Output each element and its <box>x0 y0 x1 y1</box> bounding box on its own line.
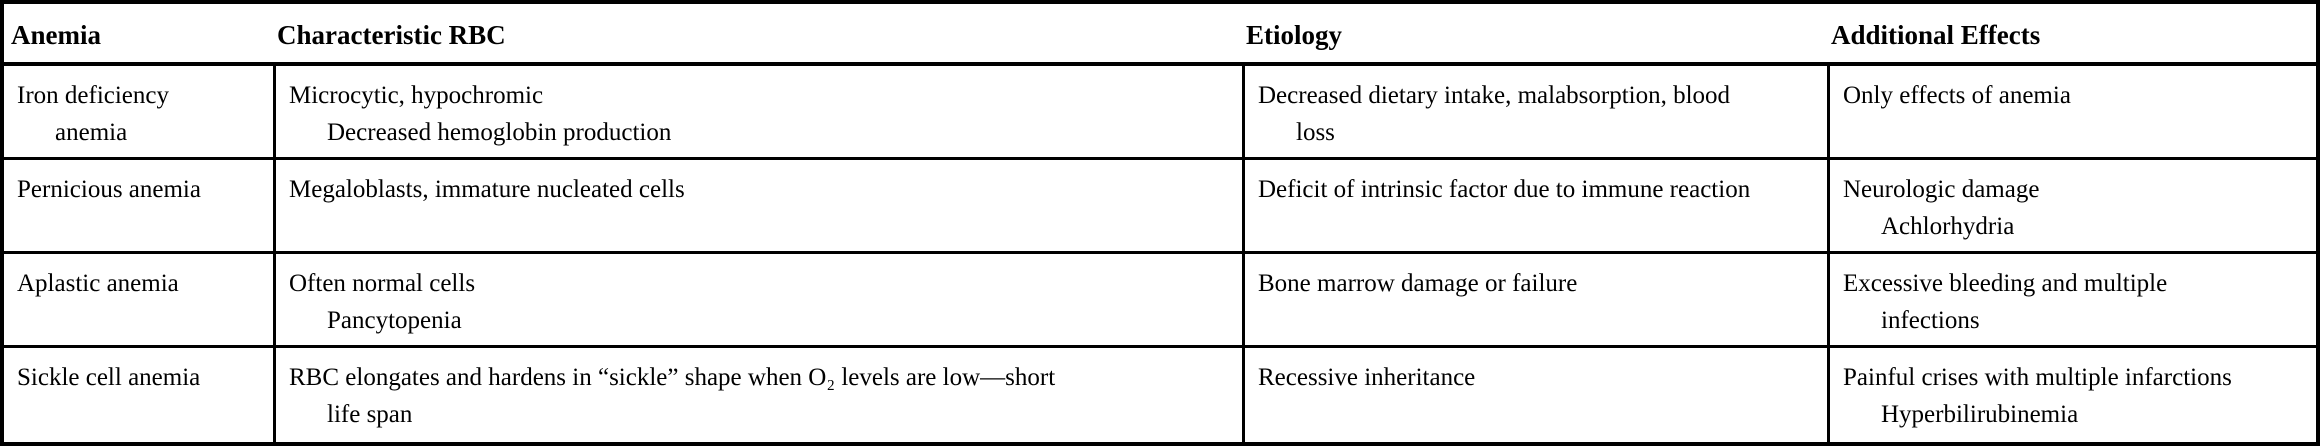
column-header-anemia: Anemia <box>4 4 273 66</box>
cell-r4-additional-effects: Painful crises with multiple infarctions… <box>1827 348 2316 442</box>
cell-line-indented: infections <box>1881 307 1980 334</box>
cell-r3-etiology: Bone marrow damage or failure <box>1242 254 1827 348</box>
cell-line: Pernicious anemia <box>17 176 201 203</box>
cell-r3-anemia: Aplastic anemia <box>4 254 273 348</box>
cell-line: Neurologic damage <box>1843 176 2040 203</box>
cell-r1-etiology: Decreased dietary intake, malabsorption,… <box>1242 66 1827 160</box>
cell-line: Megaloblasts, immature nucleated cells <box>289 176 685 203</box>
cell-line: Microcytic, hypochromic <box>289 82 544 109</box>
cell-line-indented: Pancytopenia <box>327 307 462 334</box>
cell-r3-additional-effects: Excessive bleeding and multiple infectio… <box>1827 254 2316 348</box>
column-header-additional-effects: Additional Effects <box>1827 4 2316 66</box>
cell-r1-anemia: Iron deficiency anemia <box>4 66 273 160</box>
cell-r4-characteristic-rbc: RBC elongates and hardens in “sickle” sh… <box>273 348 1242 442</box>
cell-r2-additional-effects: Neurologic damage Achlorhydria <box>1827 160 2316 254</box>
cell-line-indented: Achlorhydria <box>1881 213 2015 240</box>
cell-line: Sickle cell anemia <box>17 364 201 391</box>
cell-line-indented: anemia <box>55 119 128 146</box>
cell-line-indented: loss <box>1296 119 1335 146</box>
cell-r2-characteristic-rbc: Megaloblasts, immature nucleated cells <box>273 160 1242 254</box>
cell-r2-etiology: Deficit of intrinsic factor due to immun… <box>1242 160 1827 254</box>
cell-line: Bone marrow damage or failure <box>1258 270 1578 297</box>
cell-r1-characteristic-rbc: Microcytic, hypochromic Decreased hemogl… <box>273 66 1242 160</box>
cell-line: RBC elongates and hardens in “sickle” sh… <box>289 364 1056 391</box>
cell-line-indented: life span <box>327 401 413 428</box>
cell-line: Only effects of anemia <box>1843 82 2071 109</box>
cell-line: Painful crises with multiple infarctions <box>1843 364 2232 391</box>
column-header-characteristic-rbc: Characteristic RBC <box>273 4 1242 66</box>
cell-line: Deficit of intrinsic factor due to immun… <box>1258 176 1751 203</box>
cell-r4-anemia: Sickle cell anemia <box>4 348 273 442</box>
cell-r2-anemia: Pernicious anemia <box>4 160 273 254</box>
cell-line: Recessive inheritance <box>1258 364 1476 391</box>
cell-line-indented: Hyperbilirubinemia <box>1881 401 2079 428</box>
column-header-etiology: Etiology <box>1242 4 1827 66</box>
cell-line: Aplastic anemia <box>17 270 179 297</box>
cell-line: Iron deficiency <box>17 82 170 109</box>
cell-r1-additional-effects: Only effects of anemia <box>1827 66 2316 160</box>
cell-r3-characteristic-rbc: Often normal cells Pancytopenia <box>273 254 1242 348</box>
cell-r4-etiology: Recessive inheritance <box>1242 348 1827 442</box>
cell-line: Decreased dietary intake, malabsorption,… <box>1258 82 1731 109</box>
cell-line: Often normal cells <box>289 270 476 297</box>
cell-line: Excessive bleeding and multiple <box>1843 270 2168 297</box>
cell-line-indented: Decreased hemoglobin production <box>327 119 672 146</box>
